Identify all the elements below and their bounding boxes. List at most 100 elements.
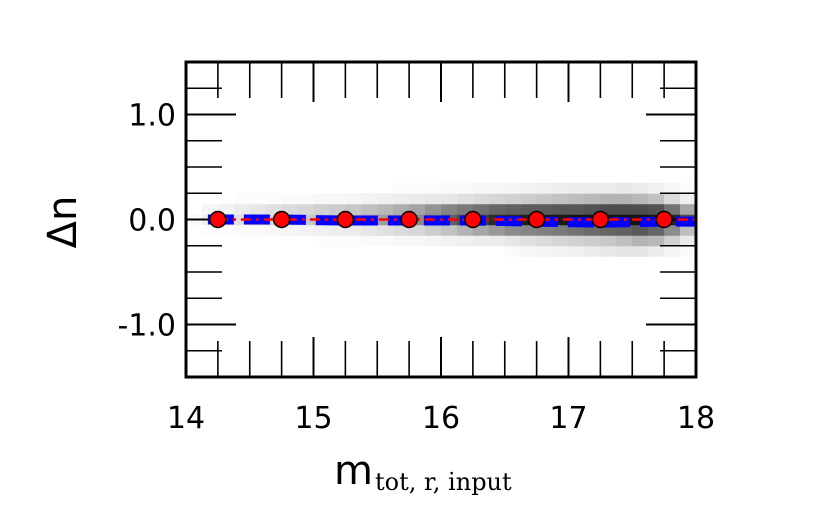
- density-cell: [329, 203, 346, 215]
- density-cell: [201, 203, 219, 215]
- density-cell: [217, 224, 235, 236]
- density-cell: [456, 203, 474, 215]
- density-cell: [600, 193, 617, 205]
- density-cell: [472, 203, 490, 215]
- density-cell: [265, 224, 283, 236]
- plot-frame: [184, 60, 698, 379]
- density-cell: [201, 224, 219, 236]
- density-cell: [393, 193, 410, 205]
- density-cell: [393, 235, 410, 247]
- density-cell: [664, 203, 681, 215]
- red-series-point: [527, 210, 546, 229]
- density-cell: [488, 203, 506, 215]
- density-cell: [520, 203, 538, 215]
- density-cell: [281, 224, 299, 236]
- density-cell: [616, 235, 633, 247]
- density-cell: [600, 235, 617, 247]
- density-cell: [584, 245, 601, 257]
- density-cell: [488, 193, 506, 205]
- density-cell: [664, 224, 681, 236]
- density-cell: [488, 224, 506, 236]
- density-cell: [441, 235, 458, 247]
- x-tick-label: 17: [549, 401, 587, 436]
- density-cell: [632, 193, 649, 205]
- red-series-point: [591, 210, 610, 229]
- density-cell: [504, 193, 522, 205]
- density-cell: [568, 224, 585, 236]
- density-cell: [632, 182, 649, 194]
- density-cell: [313, 203, 330, 215]
- density-cell: [504, 203, 522, 215]
- density-cell: [361, 193, 378, 205]
- density-cell: [680, 193, 697, 205]
- density-cell: [393, 224, 410, 236]
- red-series-point: [655, 210, 673, 229]
- density-cell: [552, 245, 569, 257]
- density-cell: [536, 182, 554, 194]
- density-cell: [377, 224, 394, 236]
- density-cell: [520, 245, 538, 257]
- density-cell: [345, 203, 362, 215]
- density-cell: [441, 182, 458, 194]
- density-cell: [425, 224, 442, 236]
- density-cell: [249, 203, 267, 215]
- density-cell: [297, 224, 314, 236]
- density-cell: [233, 193, 251, 205]
- tick-labels: 14 15 16 17 18 -1.0 0.0 1.0: [117, 99, 715, 437]
- density-cell: [313, 193, 330, 205]
- density-cell: [568, 182, 585, 194]
- density-cell: [313, 224, 330, 236]
- density-cell: [536, 193, 554, 205]
- density-cell: [393, 182, 410, 194]
- density-cell: [584, 193, 601, 205]
- density-cell: [536, 203, 554, 215]
- density-cell: [520, 193, 538, 205]
- density-cell: [361, 224, 378, 236]
- x-tick-label: 16: [422, 401, 460, 436]
- x-axis-label-main: m: [334, 448, 373, 494]
- density-cell: [456, 224, 474, 236]
- density-cell: [552, 182, 569, 194]
- density-cell: [233, 203, 251, 215]
- density-cell: [345, 224, 362, 236]
- density-cell: [488, 235, 506, 247]
- density-cell: [425, 203, 442, 215]
- red-series-point: [209, 210, 227, 229]
- density-cell: [345, 235, 362, 247]
- x-tick-label: 14: [167, 401, 205, 436]
- density-cell: [409, 224, 426, 236]
- red-series-point: [400, 210, 418, 229]
- density-cell: [456, 182, 474, 194]
- density-cell: [456, 193, 474, 205]
- density-cell: [377, 235, 394, 247]
- density-cell: [504, 245, 522, 257]
- x-axis-label: mtot, r, input: [334, 448, 512, 496]
- density-cell: [441, 224, 458, 236]
- density-cell: [504, 224, 522, 236]
- x-axis-label-subscript: tot, r, input: [375, 468, 512, 496]
- density-cell: [616, 245, 633, 257]
- density-cell: [233, 224, 251, 236]
- density-cell: [265, 193, 283, 205]
- density-cell: [472, 182, 490, 194]
- y-tick-label: 0.0: [128, 204, 176, 239]
- density-cell: [584, 224, 601, 236]
- density-cell: [536, 245, 554, 257]
- density-cell: [632, 235, 649, 247]
- density-cell: [680, 182, 697, 194]
- density-cell: [409, 203, 426, 215]
- density-cell: [441, 203, 458, 215]
- density-cell: [648, 224, 665, 236]
- density-cell: [409, 235, 426, 247]
- density-cell: [616, 193, 633, 205]
- density-cell: [297, 193, 314, 205]
- density-cell: [249, 224, 267, 236]
- density-cell: [632, 245, 649, 257]
- density-cell: [568, 235, 585, 247]
- density-cell: [664, 235, 681, 247]
- density-cell: [456, 235, 474, 247]
- density-cell: [409, 193, 426, 205]
- red-series-point: [336, 210, 355, 229]
- density-cell: [664, 245, 681, 257]
